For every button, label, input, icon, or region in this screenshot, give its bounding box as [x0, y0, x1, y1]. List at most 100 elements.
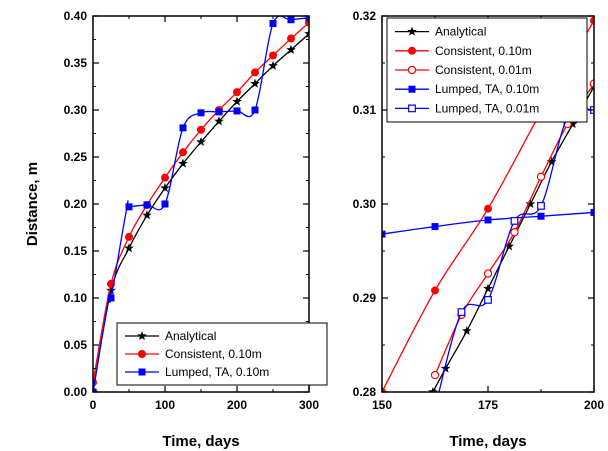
- data-point: [232, 96, 242, 106]
- data-point: [214, 116, 224, 126]
- y-tick-label: 0.30: [64, 103, 88, 117]
- y-tick-label: 0.15: [64, 244, 88, 258]
- legend-marker: [138, 350, 146, 358]
- data-point: [142, 210, 152, 220]
- data-point: [287, 34, 295, 43]
- data-point: [590, 16, 594, 25]
- data-point: [440, 363, 451, 373]
- data-point: [161, 173, 169, 182]
- data-point: [484, 295, 492, 304]
- data-point: [161, 200, 169, 208]
- data-point: [215, 108, 223, 116]
- data-point: [269, 20, 277, 28]
- x-tick-label: 150: [372, 398, 392, 412]
- data-point: [233, 107, 241, 115]
- x-tick-label: 100: [155, 398, 175, 412]
- data-point: [546, 156, 557, 166]
- data-point: [525, 199, 536, 209]
- y-tick-label: 0.10: [64, 291, 88, 305]
- data-point: [197, 125, 205, 134]
- data-point: [197, 109, 205, 117]
- data-point: [286, 44, 296, 54]
- data-point: [305, 16, 309, 22]
- data-point: [125, 203, 133, 211]
- legend-entry: Consistent, 0.10m: [435, 44, 532, 58]
- legend-marker: [138, 368, 146, 376]
- x-tick-label: 200: [227, 398, 247, 412]
- data-point: [179, 124, 187, 132]
- data-point: [504, 241, 514, 251]
- y-tick-label: 0.00: [64, 385, 88, 399]
- legend-marker: [408, 85, 416, 93]
- y-tick-label: 0.40: [64, 9, 88, 23]
- data-point: [510, 227, 519, 237]
- x-axis-title: Time, days: [162, 433, 239, 450]
- data-point: [233, 88, 241, 97]
- data-point: [457, 308, 466, 316]
- x-axis-title: Time, days: [449, 433, 526, 450]
- plot-area: [93, 16, 309, 392]
- legend-marker: [408, 104, 416, 113]
- legend-entry: Consistent, 0.10m: [165, 347, 262, 361]
- data-point: [179, 148, 187, 157]
- data-point: [93, 388, 97, 392]
- data-point: [125, 232, 133, 241]
- data-point: [251, 68, 259, 77]
- x-tick-label: 300: [299, 398, 319, 412]
- data-point: [510, 217, 519, 225]
- data-point: [269, 51, 277, 60]
- data-point: [537, 212, 545, 220]
- y-tick-label: 0.32: [353, 9, 377, 23]
- data-point: [287, 16, 295, 24]
- legend-entry: Consistent, 0.01m: [435, 63, 532, 77]
- legend-marker: [408, 46, 416, 55]
- y-axis-title: Distance, m: [24, 162, 41, 246]
- data-point: [196, 136, 206, 147]
- data-point: [484, 204, 492, 213]
- legend-marker: [407, 65, 417, 75]
- x-tick-label: 175: [478, 398, 498, 412]
- data-point: [483, 269, 493, 278]
- data-point: [590, 208, 594, 216]
- data-point: [382, 230, 386, 238]
- y-tick-label: 0.28: [353, 385, 377, 399]
- chart-panel-1: 0 100 200 300 0.00 0.05 0.10 0.15 0.20 0.25 0.30 0.…: [24, 9, 328, 450]
- y-tick-label: 0.25: [64, 150, 88, 164]
- y-tick-label: 0.29: [353, 291, 377, 305]
- data-point: [430, 370, 440, 380]
- legend-entry: Lumped, TA, 0.10m: [165, 365, 269, 379]
- data-point: [143, 201, 151, 209]
- data-point: [432, 405, 439, 412]
- x-tick-label: 0: [90, 398, 97, 412]
- data-point: [536, 172, 546, 181]
- data-point: [537, 201, 545, 210]
- legend-entry: Analytical: [435, 25, 486, 39]
- data-point: [568, 119, 578, 129]
- data-point: [484, 216, 492, 224]
- legend: Analytical Consistent, 0.10m Lumped, TA, 0…: [116, 322, 328, 386]
- data-point: [431, 286, 439, 295]
- data-point: [251, 106, 259, 114]
- chart-panel-2: 150 175 200 0.28 0.29 0.30 0.31 0.32 Time, days A…: [353, 9, 605, 450]
- data-point: [106, 285, 116, 295]
- y-tick-label: 0.31: [353, 103, 377, 117]
- data-point: [431, 223, 439, 231]
- data-point: [268, 60, 278, 70]
- y-tick-label: 0.05: [64, 338, 88, 352]
- data-point: [160, 183, 170, 193]
- legend-entry: Lumped, TA, 0.10m: [435, 82, 539, 96]
- data-point: [462, 325, 472, 335]
- data-point: [250, 78, 260, 88]
- y-tick-label: 0.35: [64, 56, 88, 70]
- y-tick-label: 0.20: [64, 197, 88, 211]
- y-tick-label: 0.30: [353, 197, 377, 211]
- legend-entry: Analytical: [165, 329, 216, 343]
- data-point: [107, 294, 115, 302]
- legend-marker: [137, 331, 147, 341]
- data-point: [382, 388, 386, 392]
- data-point: [483, 283, 493, 293]
- data-point: [589, 79, 594, 88]
- legend-marker: [407, 26, 417, 36]
- data-point: [124, 243, 134, 253]
